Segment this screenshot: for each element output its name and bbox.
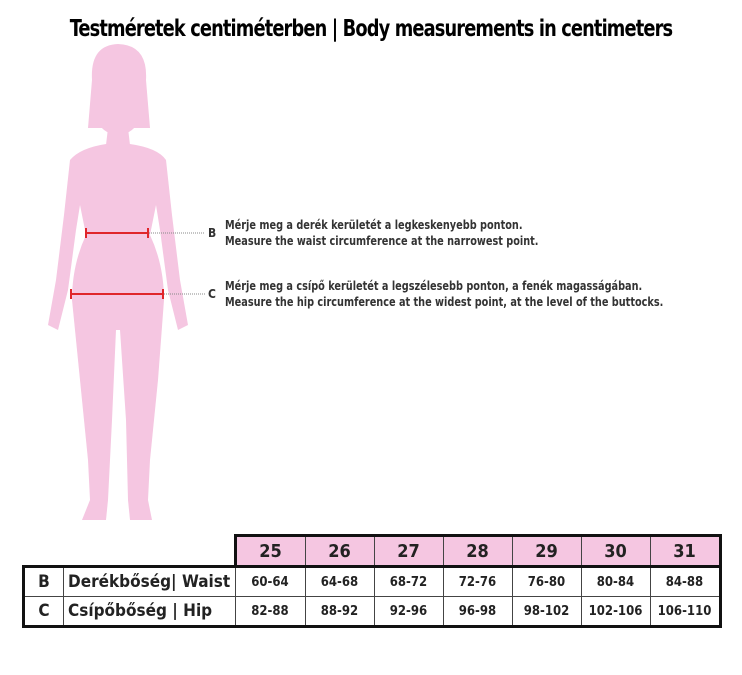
table-cell: 84-88: [649, 566, 722, 597]
size-header: 30: [580, 534, 651, 567]
hip-instruction: Mérje meg a csípő kerületét a legszélese…: [225, 278, 663, 310]
size-table: 25 26 27 28 29 30 31 B Derékbőség| Waist…: [22, 534, 722, 628]
table-cell: 64-68: [304, 566, 375, 597]
body-silhouette: [48, 44, 205, 520]
table-cell: 106-110: [649, 596, 722, 628]
hip-marker-label: C: [208, 287, 216, 301]
hip-instruction-en: Measure the hip circumference at the wid…: [225, 295, 664, 309]
table-row-hip: C Csípőbőség | Hip 82-88 88-92 92-96 96-…: [22, 596, 722, 628]
size-header: 25: [233, 534, 306, 567]
row-letter: B: [22, 565, 64, 597]
row-label: Derékbőség| Waist: [63, 565, 236, 597]
size-header: 26: [304, 534, 375, 567]
row-letter: C: [22, 596, 64, 628]
page-title: Testméretek centiméterben | Body measure…: [69, 16, 673, 42]
table-cell: 82-88: [234, 596, 306, 628]
table-row-waist: B Derékbőség| Waist 60-64 64-68 68-72 72…: [22, 565, 722, 597]
waist-marker-label: B: [208, 226, 217, 240]
row-label: Csípőbőség | Hip: [63, 596, 236, 628]
table-cell: 60-64: [234, 566, 306, 597]
size-header: 31: [649, 534, 722, 567]
table-cell: 72-76: [442, 566, 513, 597]
table-cell: 96-98: [442, 596, 513, 628]
waist-instruction-hu: Mérje meg a derék kerületét a legkeskeny…: [225, 218, 523, 232]
table-cell: 98-102: [511, 596, 582, 628]
table-cell: 68-72: [373, 566, 444, 597]
table-cell: 80-84: [580, 566, 651, 597]
table-cell: 92-96: [373, 596, 444, 628]
hip-instruction-hu: Mérje meg a csípő kerületét a legszélese…: [225, 279, 643, 293]
size-header: 27: [373, 534, 444, 567]
waist-instruction: Mérje meg a derék kerületét a legkeskeny…: [225, 217, 538, 249]
size-header: 29: [511, 534, 582, 567]
size-header-row: 25 26 27 28 29 30 31: [23, 534, 722, 567]
size-header: 28: [442, 534, 513, 567]
table-cell: 88-92: [304, 596, 375, 628]
table-cell: 76-80: [511, 566, 582, 597]
table-cell: 102-106: [580, 596, 651, 628]
waist-instruction-en: Measure the waist circumference at the n…: [225, 234, 539, 248]
